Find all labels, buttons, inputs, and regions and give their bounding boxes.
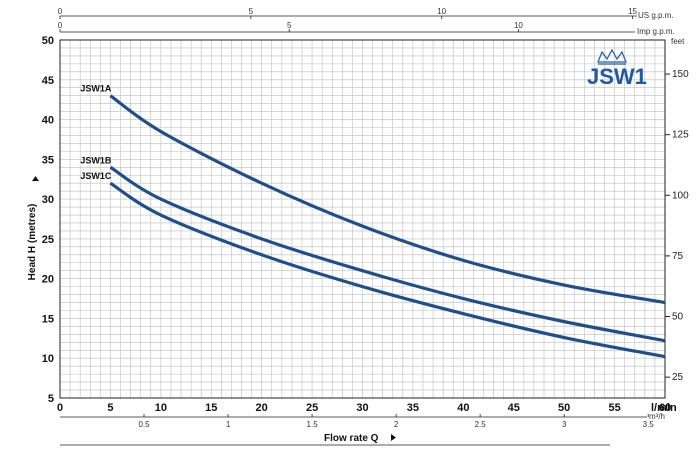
x-axis-label: Flow rate Q bbox=[324, 433, 379, 444]
y-tick-label: 30 bbox=[42, 194, 54, 206]
top-tick-label-usgpm: 15 bbox=[628, 7, 637, 16]
y-tick-label: 20 bbox=[42, 274, 54, 286]
series-label-jsw1a: JSW1A bbox=[80, 84, 112, 94]
x-tick-label: 35 bbox=[407, 402, 419, 414]
right-tick-label: 125 bbox=[672, 130, 689, 141]
top-tick-label-usgpm: 0 bbox=[58, 7, 63, 16]
y-tick-label: 40 bbox=[42, 115, 54, 127]
top-tick-label-impgpm: 0 bbox=[58, 21, 63, 30]
x-tick-label: 55 bbox=[608, 402, 620, 414]
y-tick-label: 10 bbox=[42, 353, 54, 365]
series-line-jsw1a bbox=[109, 94, 666, 305]
x-axis-arrow-icon bbox=[391, 434, 396, 441]
series-label-jsw1b: JSW1B bbox=[80, 155, 112, 165]
top-unit-usgpm: US g.p.m. bbox=[638, 11, 674, 20]
grid bbox=[59, 39, 666, 399]
x-unit-label: l/min bbox=[651, 402, 677, 414]
x-tick-label: 20 bbox=[256, 402, 268, 414]
y-axis-label: Head H (metres) bbox=[27, 204, 38, 281]
series-line-jsw1b bbox=[109, 165, 666, 343]
y-tick-label: 50 bbox=[42, 35, 54, 47]
bottom-tick-label-m3h: 2.5 bbox=[475, 420, 487, 429]
bottom-unit-m3h: m³/h bbox=[649, 412, 665, 421]
top-tick-label-usgpm: 10 bbox=[437, 7, 446, 16]
x-tick-label: 5 bbox=[107, 402, 113, 414]
y-tick-label: 5 bbox=[48, 393, 54, 405]
x-tick-label: 25 bbox=[306, 402, 318, 414]
bottom-tick-label-m3h: 0.5 bbox=[138, 420, 150, 429]
x-tick-label: 45 bbox=[508, 402, 520, 414]
bottom-tick-label-m3h: 1.5 bbox=[307, 420, 319, 429]
x-tick-label: 40 bbox=[457, 402, 469, 414]
x-tick-label: 50 bbox=[558, 402, 570, 414]
y-axis-arrow-icon bbox=[32, 176, 39, 181]
logo-text: JSW1 bbox=[587, 64, 647, 89]
bottom-tick-label-m3h: 3.5 bbox=[643, 420, 655, 429]
top-tick-label-impgpm: 5 bbox=[287, 21, 292, 30]
right-unit-label: feet bbox=[671, 37, 685, 46]
right-tick-label: 50 bbox=[672, 312, 684, 323]
x-tick-label: 15 bbox=[205, 402, 217, 414]
top-tick-label-usgpm: 5 bbox=[249, 7, 254, 16]
right-tick-label: 25 bbox=[672, 372, 684, 383]
x-tick-label: 0 bbox=[57, 402, 63, 414]
right-tick-label: 100 bbox=[672, 190, 689, 201]
top-unit-impgpm: Imp g.p.m. bbox=[637, 27, 675, 36]
y-tick-label: 45 bbox=[42, 75, 54, 87]
x-tick-label: 30 bbox=[356, 402, 368, 414]
jsw1-logo: JSW1 bbox=[587, 48, 647, 89]
right-tick-label: 75 bbox=[672, 251, 684, 262]
series-label-jsw1c: JSW1C bbox=[80, 171, 112, 181]
y-tick-label: 25 bbox=[42, 234, 54, 246]
x-tick-label: 10 bbox=[155, 402, 167, 414]
y-tick-label: 35 bbox=[42, 154, 54, 166]
y-tick-label: 15 bbox=[42, 313, 54, 325]
bottom-tick-label-m3h: 3 bbox=[562, 420, 567, 429]
bottom-tick-label-m3h: 2 bbox=[394, 420, 399, 429]
top-tick-label-impgpm: 10 bbox=[514, 21, 523, 30]
crown-icon bbox=[597, 48, 627, 65]
x-tick-label: 60 bbox=[659, 402, 671, 414]
series-line-jsw1c bbox=[109, 181, 666, 359]
bottom-tick-label-m3h: 1 bbox=[226, 420, 231, 429]
right-tick-label: 150 bbox=[672, 69, 689, 80]
plot-frame bbox=[59, 39, 666, 399]
